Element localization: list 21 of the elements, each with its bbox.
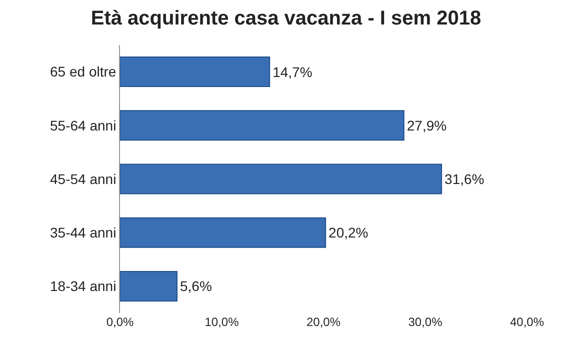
data-label: 5,6% — [180, 278, 212, 294]
bar — [120, 164, 442, 194]
y-tick-label: 35-44 anni — [50, 224, 116, 240]
x-tick-label: 20,0% — [306, 315, 341, 329]
x-tick-label: 10,0% — [204, 315, 240, 329]
bar — [120, 217, 326, 248]
data-label: 20,2% — [328, 224, 368, 241]
y-tick-label: 55-64 anni — [50, 117, 116, 134]
y-tick-label: 45-54 anni — [50, 170, 116, 187]
bar — [120, 110, 404, 141]
data-label: 31,6% — [444, 171, 484, 187]
bar — [120, 56, 270, 88]
x-tick-label: 40,0% — [510, 315, 544, 329]
bar — [120, 270, 178, 302]
data-label: 14,7% — [272, 64, 312, 80]
y-tick-label: 18-34 anni — [50, 278, 116, 294]
chart-title: Età acquirente casa vacanza - I sem 2018 — [90, 7, 482, 30]
x-tick-label: 0,0% — [106, 315, 134, 329]
y-tick-label: 65 ed oltre — [50, 64, 116, 80]
x-tick-label: 30,0% — [408, 315, 443, 329]
data-label: 27,9% — [406, 117, 447, 134]
